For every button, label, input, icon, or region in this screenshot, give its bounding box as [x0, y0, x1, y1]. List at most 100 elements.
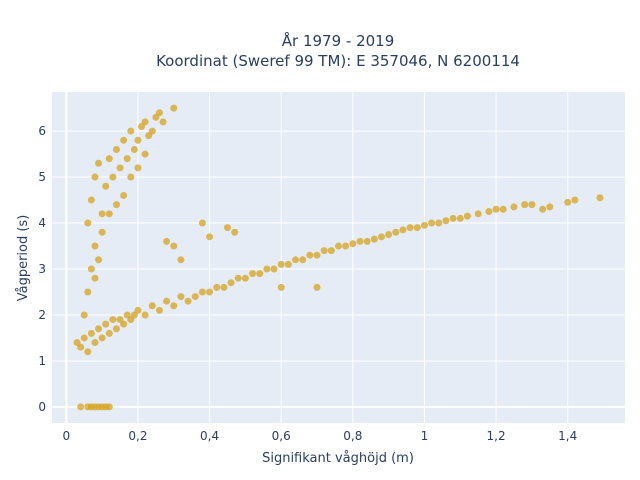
scatter-point: [199, 220, 206, 227]
scatter-point: [256, 270, 263, 277]
scatter-point: [485, 208, 492, 215]
scatter-point: [177, 256, 184, 263]
scatter-point: [596, 194, 603, 201]
scatter-point: [117, 164, 124, 171]
scatter-point: [435, 220, 442, 227]
x-axis-title: Signifikant våghöjd (m): [262, 451, 414, 466]
scatter-point: [120, 137, 127, 144]
scatter-point: [199, 288, 206, 295]
x-tick-label: 1,4: [558, 429, 577, 443]
y-tick-label: 1: [38, 354, 46, 368]
scatter-point: [99, 210, 106, 217]
scatter-point: [149, 302, 156, 309]
y-axis-ticks: 0123456: [38, 124, 46, 414]
scatter-point: [113, 201, 120, 208]
scatter-point: [91, 243, 98, 250]
scatter-point: [493, 206, 500, 213]
scatter-point: [371, 236, 378, 243]
scatter-point: [102, 321, 109, 328]
scatter-point: [163, 238, 170, 245]
scatter-point: [81, 311, 88, 318]
scatter-point: [149, 128, 156, 135]
scatter-point: [364, 238, 371, 245]
scatter-chart: År 1979 - 2019 Koordinat (Sweref 99 TM):…: [0, 0, 640, 480]
scatter-point: [407, 224, 414, 231]
scatter-point: [442, 217, 449, 224]
scatter-point: [392, 229, 399, 236]
scatter-point: [134, 307, 141, 314]
scatter-point: [91, 339, 98, 346]
scatter-point: [160, 118, 167, 125]
scatter-point: [142, 151, 149, 158]
scatter-point: [127, 128, 134, 135]
x-tick-label: 0: [63, 429, 71, 443]
scatter-point: [285, 261, 292, 268]
y-tick-label: 2: [38, 308, 46, 322]
scatter-point: [109, 174, 116, 181]
scatter-point: [249, 270, 256, 277]
scatter-point: [170, 105, 177, 112]
scatter-point: [134, 164, 141, 171]
scatter-point: [124, 155, 131, 162]
x-axis-ticks: 00,20,40,60,811,21,4: [63, 429, 578, 443]
y-tick-label: 0: [38, 400, 46, 414]
scatter-point: [328, 247, 335, 254]
scatter-point: [235, 275, 242, 282]
scatter-point: [314, 284, 321, 291]
scatter-point: [349, 240, 356, 247]
scatter-point: [84, 220, 91, 227]
scatter-point: [399, 226, 406, 233]
scatter-point: [170, 302, 177, 309]
scatter-point: [77, 344, 84, 351]
scatter-point: [299, 256, 306, 263]
scatter-point: [475, 210, 482, 217]
x-tick-label: 1: [421, 429, 429, 443]
scatter-point: [156, 109, 163, 116]
scatter-point: [113, 146, 120, 153]
x-tick-label: 0,2: [128, 429, 147, 443]
scatter-point: [91, 174, 98, 181]
chart-title-line2: Koordinat (Sweref 99 TM): E 357046, N 62…: [156, 52, 520, 70]
scatter-point: [206, 233, 213, 240]
scatter-point: [521, 201, 528, 208]
scatter-point: [414, 224, 421, 231]
scatter-point: [385, 231, 392, 238]
scatter-point: [84, 288, 91, 295]
scatter-point: [106, 210, 113, 217]
scatter-point: [127, 174, 134, 181]
scatter-point: [278, 284, 285, 291]
scatter-point: [177, 293, 184, 300]
scatter-point: [134, 137, 141, 144]
scatter-point: [314, 252, 321, 259]
scatter-point: [428, 220, 435, 227]
scatter-point: [271, 265, 278, 272]
scatter-point: [91, 275, 98, 282]
scatter-point: [106, 155, 113, 162]
y-axis-title: Vågperiod (s): [16, 215, 31, 302]
scatter-point: [84, 348, 91, 355]
scatter-point: [510, 203, 517, 210]
scatter-point: [228, 279, 235, 286]
scatter-point: [306, 252, 313, 259]
scatter-point: [163, 298, 170, 305]
scatter-point: [421, 222, 428, 229]
scatter-point: [99, 229, 106, 236]
scatter-point: [77, 403, 84, 410]
scatter-point: [88, 197, 95, 204]
y-tick-label: 4: [38, 216, 46, 230]
scatter-point: [109, 316, 116, 323]
scatter-point: [321, 247, 328, 254]
x-tick-label: 0,8: [343, 429, 362, 443]
scatter-point: [335, 243, 342, 250]
scatter-point: [528, 201, 535, 208]
scatter-point: [539, 206, 546, 213]
y-tick-label: 3: [38, 262, 46, 276]
scatter-point: [142, 311, 149, 318]
scatter-point: [106, 330, 113, 337]
scatter-point: [120, 321, 127, 328]
y-tick-label: 6: [38, 124, 46, 138]
scatter-point: [142, 118, 149, 125]
scatter-point: [99, 334, 106, 341]
x-tick-label: 0,4: [200, 429, 219, 443]
scatter-point: [263, 265, 270, 272]
